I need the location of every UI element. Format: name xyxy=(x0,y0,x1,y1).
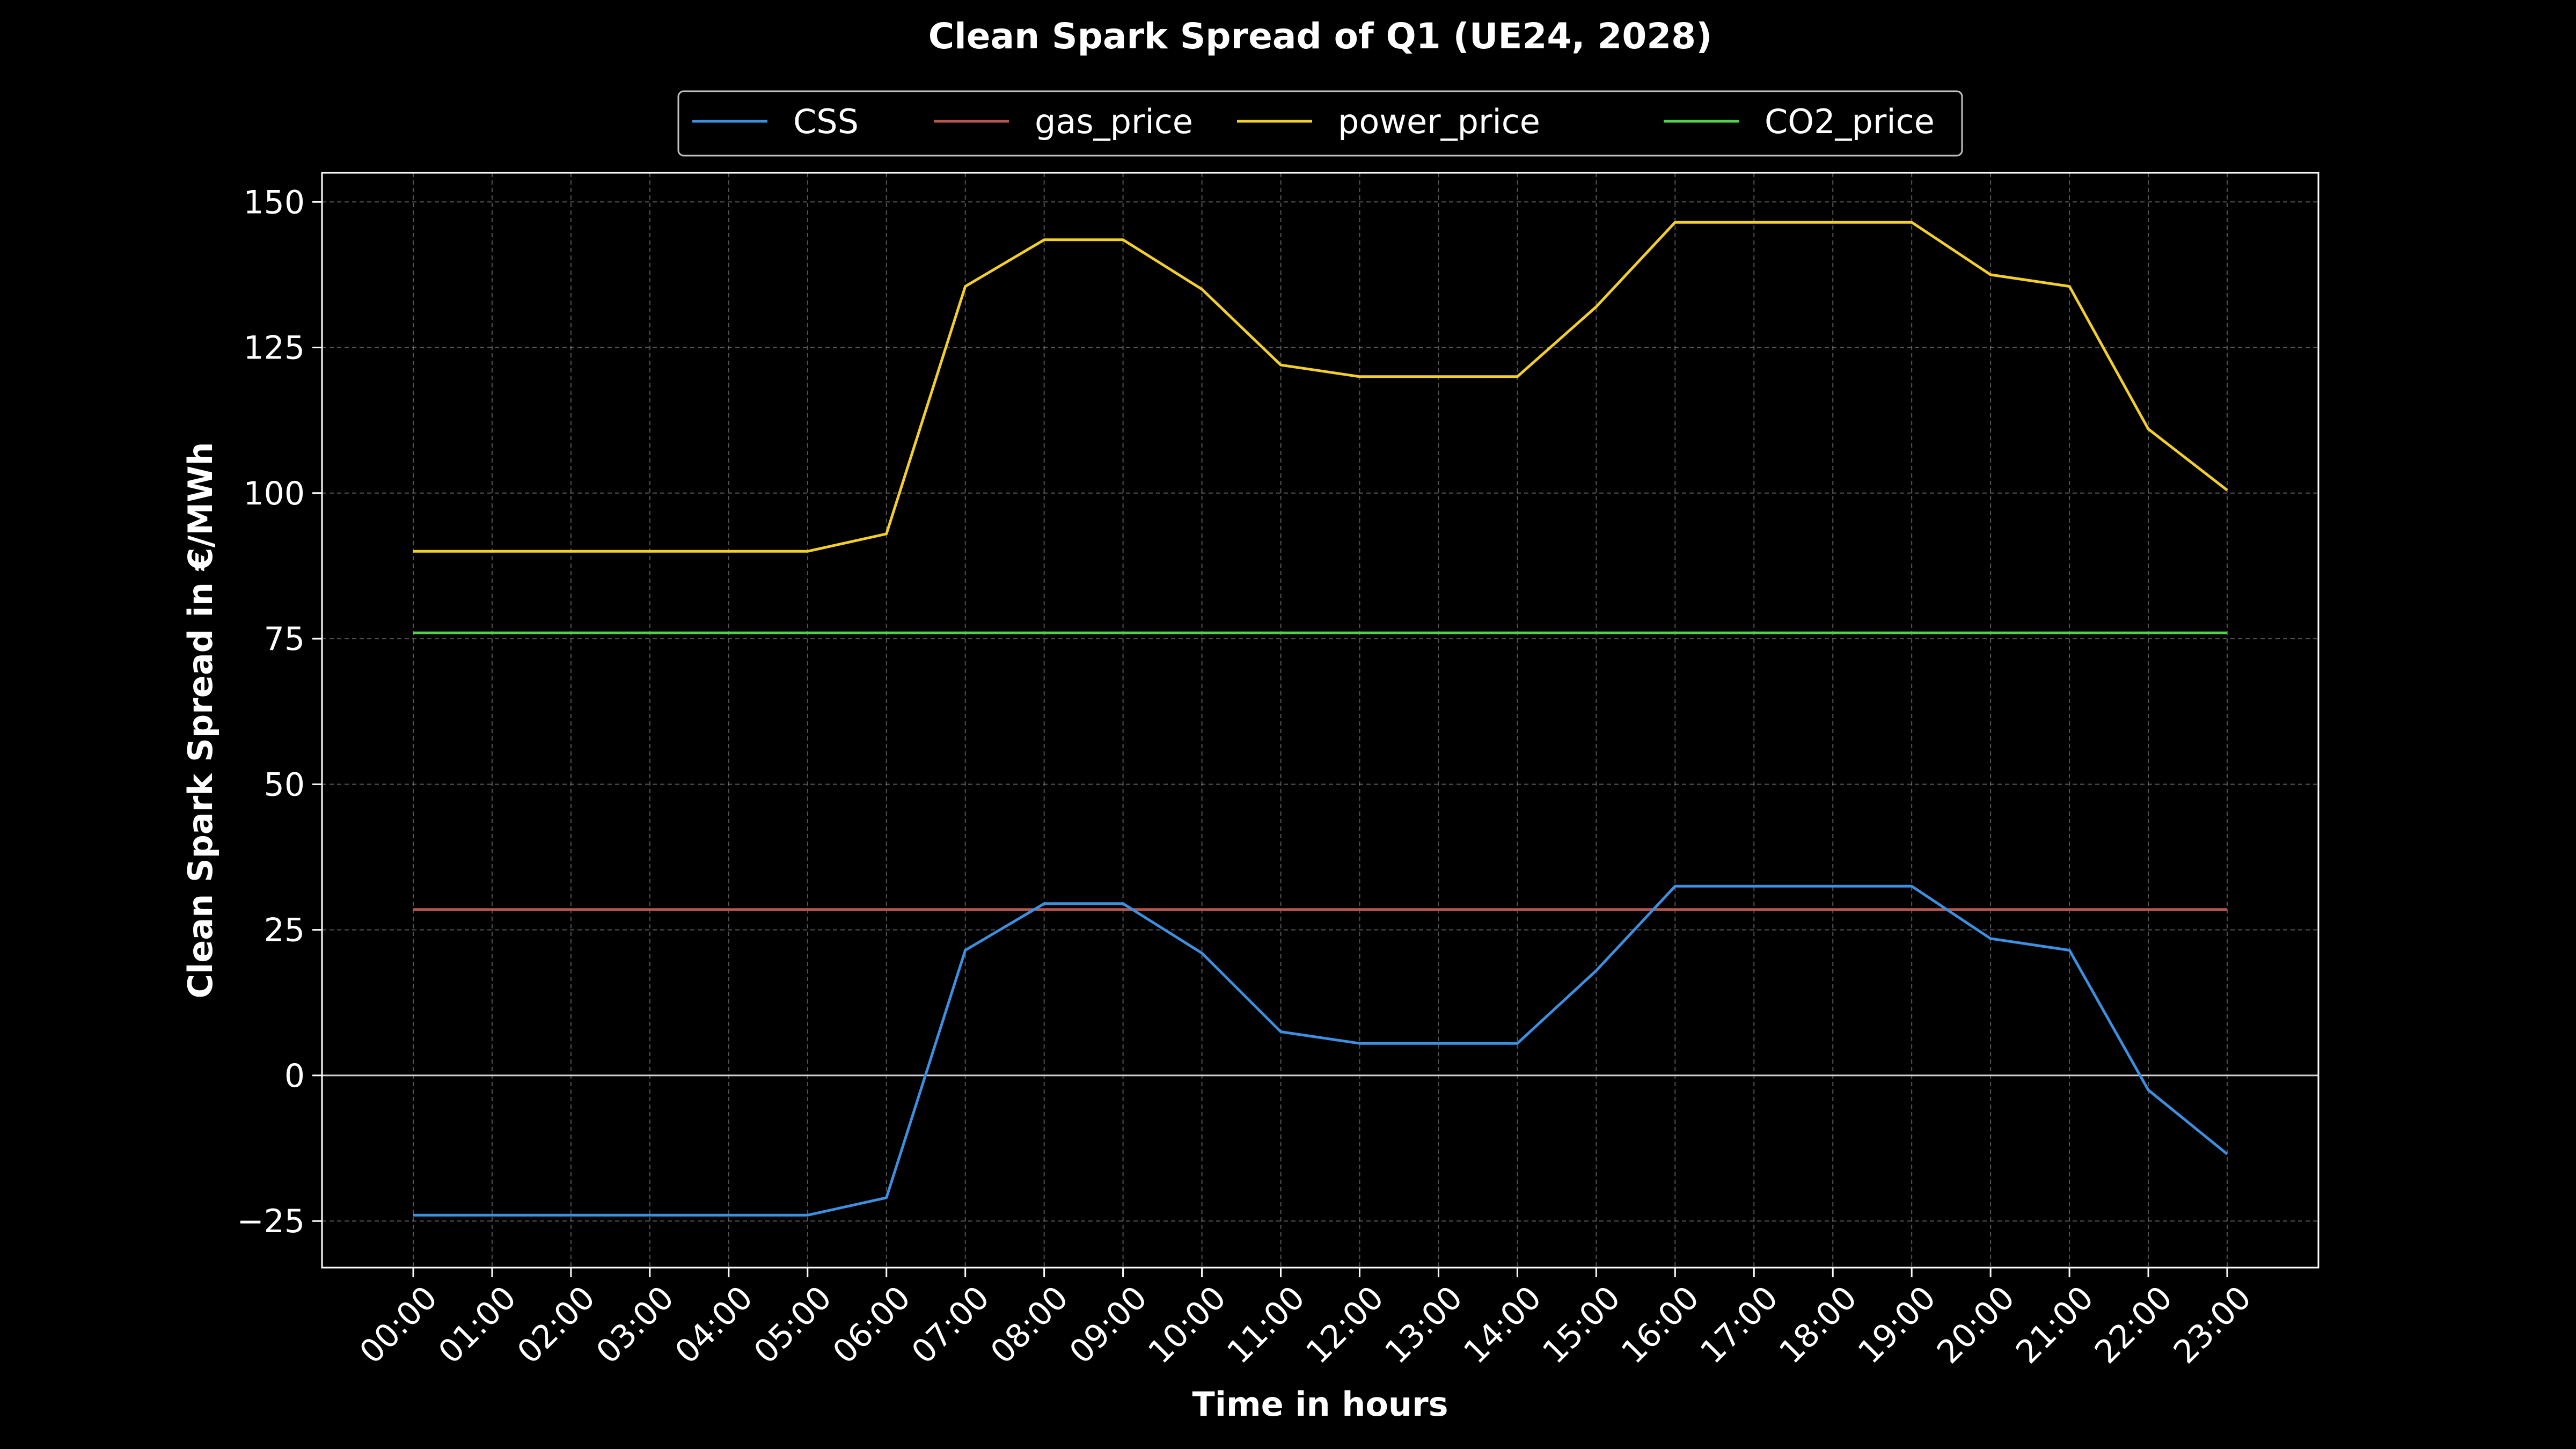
grid xyxy=(322,173,2318,1268)
legend-label: CSS xyxy=(793,102,859,141)
y-axis-label: Clean Spark Spread in €/MWh xyxy=(181,442,220,998)
y-tick-label: 0 xyxy=(284,1057,305,1095)
plot-frame xyxy=(321,172,2319,1269)
chart-title: Clean Spark Spread of Q1 (UE24, 2028) xyxy=(928,16,1713,57)
y-tick-label: 50 xyxy=(264,766,305,803)
y-tick-label: 150 xyxy=(243,184,305,221)
legend-box xyxy=(677,90,1963,157)
series-line-css xyxy=(413,884,2228,1217)
y-tick-label: 100 xyxy=(243,475,305,513)
y-axis-ticks: −25 0 25 50 75 100 125 150 xyxy=(237,184,322,1240)
legend-label: CO2_price xyxy=(1765,102,1935,141)
legend: CSS gas_price power_price CO2_price xyxy=(677,90,1963,157)
y-tick-label: 75 xyxy=(264,620,305,658)
series-line-power-price xyxy=(413,221,2228,553)
legend-label: power_price xyxy=(1338,102,1540,141)
y-tick-label: −25 xyxy=(237,1203,305,1240)
x-axis-label: Time in hours xyxy=(1192,1385,1448,1424)
legend-label: gas_price xyxy=(1035,102,1193,141)
y-tick-label: 125 xyxy=(243,330,305,367)
series-layer xyxy=(413,221,2228,1217)
y-tick-label: 25 xyxy=(264,912,305,949)
